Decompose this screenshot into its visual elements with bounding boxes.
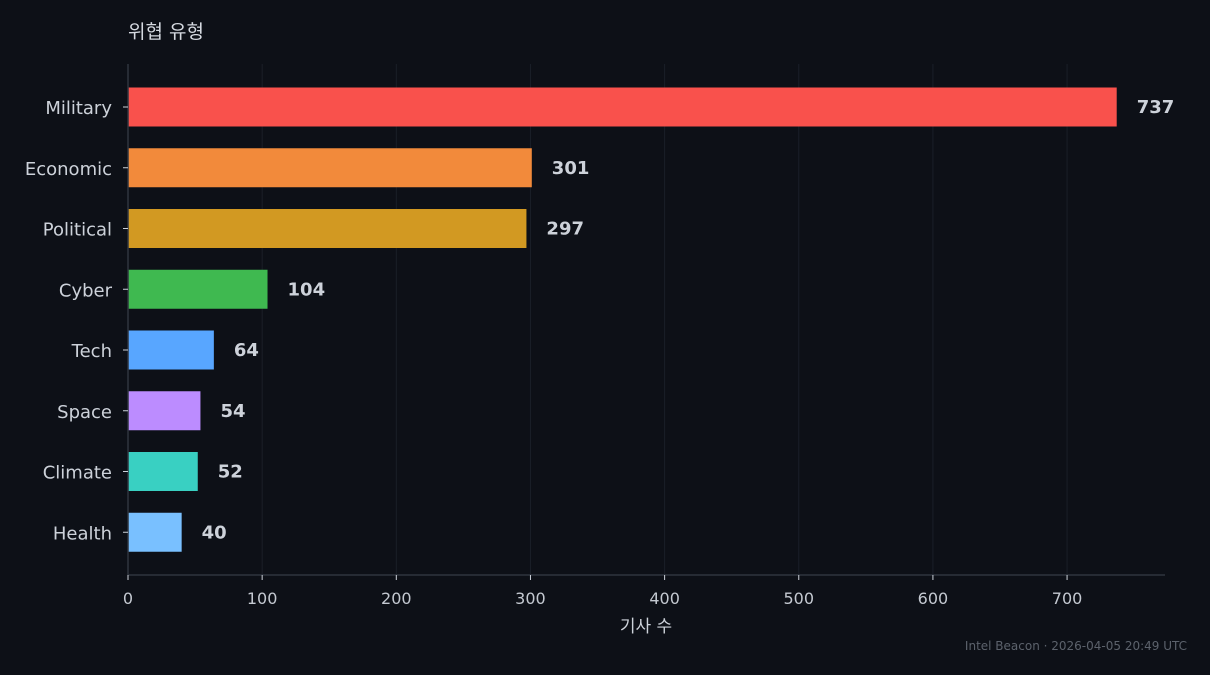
value-label-tech: 64 (234, 340, 259, 361)
x-tick-label: 300 (515, 589, 546, 608)
x-tick-label: 700 (1052, 589, 1083, 608)
bar-economic (128, 148, 532, 188)
x-tick-label: 600 (918, 589, 949, 608)
bar-tech (128, 330, 214, 370)
x-tick-label: 0 (123, 589, 133, 608)
x-axis-label: 기사 수 (620, 617, 672, 637)
category-label-cyber: Cyber (59, 280, 113, 301)
category-label-health: Health (53, 523, 112, 544)
bar-cyber (128, 269, 268, 309)
bar-political (128, 209, 527, 248)
category-label-space: Space (57, 402, 112, 423)
x-tick-label: 200 (381, 589, 412, 608)
value-label-economic: 301 (552, 158, 590, 179)
x-tick-label: 100 (247, 589, 278, 608)
value-label-health: 40 (202, 522, 227, 543)
bar-military (128, 87, 1117, 127)
category-label-economic: Economic (25, 159, 112, 180)
category-label-tech: Tech (71, 341, 112, 362)
bar-climate (128, 452, 198, 491)
value-label-cyber: 104 (288, 279, 326, 300)
bar-health (128, 512, 182, 552)
category-label-military: Military (45, 98, 112, 119)
category-label-political: Political (43, 220, 112, 241)
x-tick-label: 400 (649, 589, 680, 608)
value-label-climate: 52 (218, 462, 243, 483)
value-label-political: 297 (546, 219, 584, 240)
category-label-climate: Climate (43, 463, 112, 484)
chart-title: 위협 유형 (128, 21, 204, 43)
bar-space (128, 391, 201, 431)
value-label-military: 737 (1137, 97, 1175, 118)
footer-attribution: Intel Beacon · 2026-04-05 20:49 UTC (965, 639, 1187, 653)
value-label-space: 54 (220, 401, 245, 422)
x-tick-label: 500 (783, 589, 814, 608)
